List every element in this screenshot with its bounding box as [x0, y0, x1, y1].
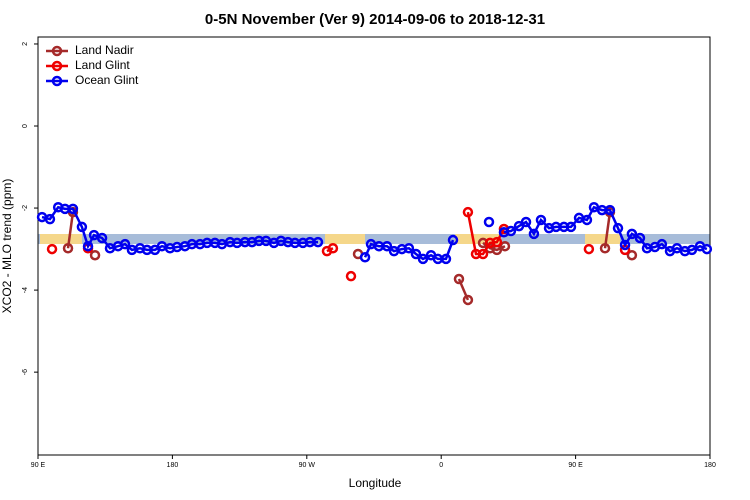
y-tick-label: -2: [22, 205, 29, 211]
data-point: [520, 216, 532, 228]
data-point: [535, 214, 547, 226]
data-point: [119, 238, 131, 250]
x-tick-label: 90 E: [568, 462, 583, 469]
data-point: [581, 214, 593, 226]
data-point: [634, 232, 646, 244]
data-point: [599, 243, 611, 254]
legend-marker: [51, 60, 63, 72]
y-tick-label: -6: [22, 369, 29, 375]
data-point: [491, 236, 503, 248]
data-point: [612, 222, 624, 234]
data-point: [76, 221, 88, 233]
data-point: [656, 238, 668, 250]
data-point: [403, 243, 415, 254]
data-point: [462, 206, 474, 218]
series-line: [466, 211, 506, 256]
legend-marker: [51, 45, 63, 57]
legend-marker: [51, 75, 63, 87]
data-point: [417, 253, 429, 265]
y-tick-label: -4: [22, 287, 29, 293]
data-point: [381, 240, 393, 252]
data-point: [447, 234, 459, 246]
data-point: [327, 243, 339, 254]
data-point: [82, 240, 94, 252]
land-band: [40, 234, 82, 244]
data-point: [583, 243, 595, 255]
data-point: [345, 270, 357, 282]
x-axis-label: Longitude: [349, 476, 402, 490]
series-line: [66, 211, 75, 249]
data-point: [483, 216, 495, 228]
legend-label: Land Glint: [75, 58, 130, 72]
data-point: [359, 252, 371, 263]
data-point: [462, 294, 474, 306]
data-point: [312, 236, 324, 248]
data-point: [565, 221, 577, 233]
x-tick-label: 180: [704, 462, 716, 469]
data-point: [440, 253, 452, 265]
data-point: [46, 243, 58, 255]
series-line: [603, 211, 612, 249]
y-tick-label: 2: [22, 42, 29, 46]
data-point: [626, 228, 638, 240]
surface-band: [38, 234, 710, 244]
data-point: [453, 273, 465, 285]
land-band: [325, 234, 365, 244]
x-tick-label: 90 W: [299, 462, 316, 469]
data-point: [44, 213, 56, 225]
data-point: [89, 249, 101, 261]
land-band: [455, 234, 500, 244]
y-axis-label: XCO2 - MLO trend (ppm): [0, 179, 14, 314]
ocean-band: [38, 234, 710, 244]
data-point: [96, 232, 108, 244]
x-tick-label: 90 E: [31, 462, 46, 469]
series-line: [363, 239, 455, 261]
data-point: [67, 203, 79, 215]
legend-label: Land Nadir: [75, 43, 134, 57]
x-tick-label: 0: [439, 462, 443, 469]
chart-title: 0-5N November (Ver 9) 2014-09-06 to 2018…: [205, 11, 545, 28]
y-tick-label: 0: [22, 124, 29, 128]
data-point: [505, 225, 517, 237]
x-tick-label: 180: [167, 462, 179, 469]
data-point: [604, 204, 616, 216]
data-point: [626, 249, 638, 261]
data-point: [528, 228, 540, 240]
data-point: [701, 243, 713, 255]
data-point: [619, 239, 631, 251]
legend-label: Ocean Glint: [75, 73, 139, 87]
data-point: [477, 248, 489, 260]
data-point: [410, 248, 422, 260]
data-point: [499, 240, 511, 252]
data-point: [62, 243, 74, 254]
land-band: [585, 234, 620, 244]
data-point: [686, 244, 698, 256]
